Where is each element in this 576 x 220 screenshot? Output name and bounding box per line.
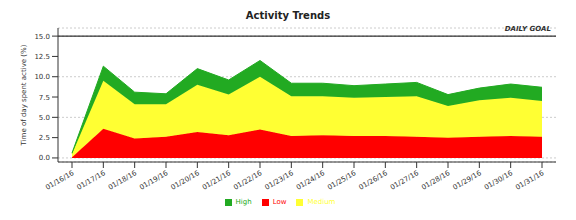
svg-text:01/18/16: 01/18/16 [107, 169, 139, 192]
svg-text:01/22/16: 01/22/16 [232, 169, 264, 192]
svg-text:5.0: 5.0 [39, 114, 50, 122]
svg-text:01/21/16: 01/21/16 [201, 169, 233, 192]
svg-text:01/29/16: 01/29/16 [452, 169, 484, 192]
svg-text:01/19/16: 01/19/16 [138, 169, 170, 192]
svg-text:01/24/16: 01/24/16 [295, 169, 327, 192]
html-text:Activity Trends: Activity Trends [245, 10, 331, 21]
svg-text:01/31/16: 01/31/16 [514, 169, 546, 192]
svg-text:01/30/16: 01/30/16 [483, 169, 515, 192]
svg-text:0.0: 0.0 [39, 154, 50, 162]
html-text:Low: Low [272, 198, 287, 206]
svg-text:2.5: 2.5 [39, 134, 50, 142]
svg-text:Time of day spent active (%): Time of day spent active (%) [20, 44, 28, 146]
svg-text:15.0: 15.0 [34, 33, 50, 41]
svg-text:01/25/16: 01/25/16 [326, 169, 358, 192]
svg-text:DAILY GOAL: DAILY GOAL [505, 25, 551, 33]
html-text:Medium: Medium [307, 198, 336, 206]
svg-text:7.5: 7.5 [39, 94, 50, 102]
svg-text:01/17/16: 01/17/16 [76, 169, 108, 192]
svg-text:01/16/16: 01/16/16 [44, 169, 76, 192]
svg-text:01/23/16: 01/23/16 [264, 169, 296, 192]
svg-text:01/20/16: 01/20/16 [170, 169, 202, 192]
svg-text:12.5: 12.5 [34, 53, 50, 61]
svg-text:01/27/16: 01/27/16 [389, 169, 421, 192]
html-text:High: High [235, 198, 252, 206]
svg-text:01/28/16: 01/28/16 [420, 169, 452, 192]
svg-text:10.0: 10.0 [34, 73, 50, 81]
svg-text:01/26/16: 01/26/16 [358, 169, 390, 192]
